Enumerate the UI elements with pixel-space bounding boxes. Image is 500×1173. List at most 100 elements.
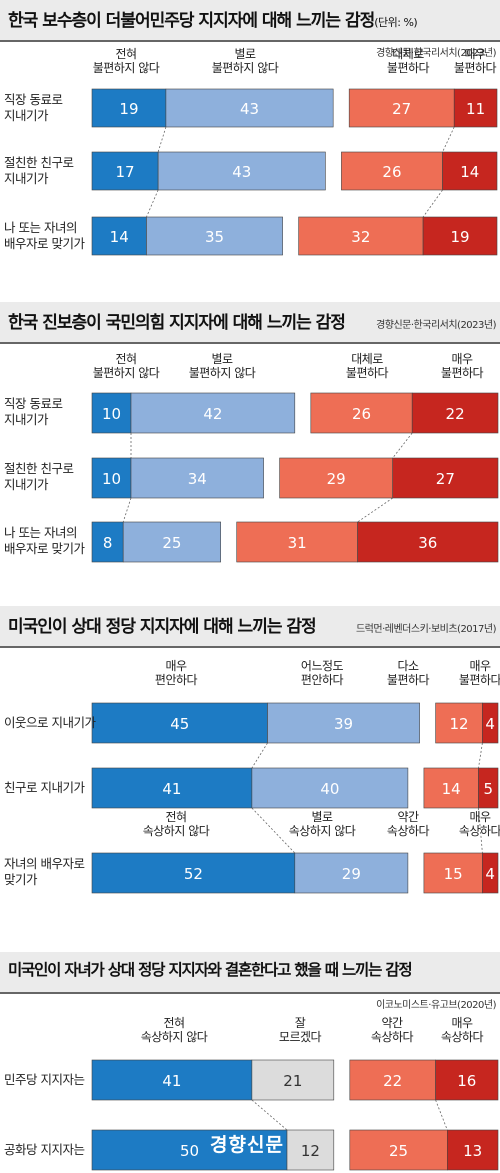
category-label: 매우 속상하다 xyxy=(440,1016,484,1044)
bar-segment xyxy=(411,392,499,434)
bar-segment xyxy=(435,1059,499,1101)
row-label: 직장 동료로 지내기가 xyxy=(4,92,63,123)
connector-line xyxy=(392,432,413,459)
category-label: 전혀 속상하지 않다 xyxy=(140,1016,208,1044)
bar-segment xyxy=(423,767,479,809)
bar-segment xyxy=(349,1129,448,1171)
connector-line xyxy=(478,807,483,854)
bar-segment xyxy=(446,1129,499,1171)
bar-segment xyxy=(157,151,326,191)
bar-value-label: 41 xyxy=(162,1072,181,1090)
bar-value-label: 10 xyxy=(102,470,121,488)
connector-line xyxy=(251,742,268,769)
bar-value-label: 29 xyxy=(342,865,361,883)
bar-value-label: 45 xyxy=(170,715,189,733)
bar-segment xyxy=(130,392,296,434)
bar-value-label: 14 xyxy=(460,163,479,181)
bar-value-label: 35 xyxy=(205,228,224,246)
bar-segment xyxy=(91,702,268,744)
bar-value-label: 22 xyxy=(383,1072,402,1090)
bar-value-label: 19 xyxy=(450,228,469,246)
bar-segment xyxy=(442,151,498,191)
bar-value-label: 10 xyxy=(102,405,121,423)
connector-line xyxy=(442,126,455,153)
bar-segment xyxy=(435,702,483,744)
bar-segment xyxy=(91,457,132,499)
bar-value-label: 36 xyxy=(418,534,437,552)
category-label: 매우 불편하다 xyxy=(440,352,484,380)
bar-value-label: 31 xyxy=(288,534,307,552)
bar-segment xyxy=(251,767,409,809)
bar-segment xyxy=(236,521,358,563)
bar-value-label: 25 xyxy=(162,534,181,552)
row-label: 친구로 지내기가 xyxy=(4,780,85,795)
bar-value-label: 14 xyxy=(442,780,461,798)
bar-value-label: 52 xyxy=(184,865,203,883)
bar-segment xyxy=(478,767,499,809)
category-label: 별로 속상하지 않다 xyxy=(288,810,356,838)
panel-header: 미국인이 자녀가 상대 정당 지지자와 결혼한다고 했을 때 느끼는 감정 xyxy=(0,952,500,994)
bar-segment xyxy=(298,216,424,256)
bar-segment xyxy=(165,88,334,128)
category-label: 매우 불편하다 xyxy=(453,47,497,75)
bar-value-label: 40 xyxy=(320,780,339,798)
connector-line xyxy=(146,189,159,218)
chart-title: 미국인이 상대 정당 지지자에 대해 느끼는 감정 xyxy=(8,617,317,637)
bar-segment xyxy=(130,457,264,499)
panel-header: 한국 진보층이 국민의힘 지지자에 대해 느끼는 감정 경향신문·한국리서치(2… xyxy=(0,302,500,344)
bar-value-label: 8 xyxy=(103,534,113,552)
bar-segment xyxy=(286,1129,335,1171)
row-label: 절친한 친구로 지내기가 xyxy=(4,461,74,492)
category-label: 매우 편안하다 xyxy=(154,659,198,687)
connector-line xyxy=(122,497,132,523)
chart-panel-2: 한국 진보층이 국민의힘 지지자에 대해 느끼는 감정 경향신문·한국리서치(2… xyxy=(0,302,500,592)
row-label: 나 또는 자녀의 배우자로 맞기가 xyxy=(4,220,85,251)
bar-value-label: 12 xyxy=(301,1142,320,1160)
row-label: 이웃으로 지내기가 xyxy=(4,715,96,730)
chart-title: 한국 진보층이 국민의힘 지지자에 대해 느끼는 감정 xyxy=(8,313,346,333)
watermark-logo: 경향신문 xyxy=(210,1134,284,1156)
bar-segment xyxy=(91,852,296,894)
bar-value-label: 27 xyxy=(392,100,411,118)
bar-value-label: 43 xyxy=(232,163,251,181)
row-label: 절친한 친구로 지내기가 xyxy=(4,155,74,186)
bar-value-label: 12 xyxy=(449,715,468,733)
bar-value-label: 19 xyxy=(119,100,138,118)
bar-value-label: 5 xyxy=(483,780,493,798)
category-label: 어느정도 편안하다 xyxy=(300,659,344,687)
category-label: 별로 불편하지 않다 xyxy=(188,352,256,380)
bar-value-label: 21 xyxy=(283,1072,302,1090)
bar-segment xyxy=(423,852,483,894)
chart-source: 경향신문·한국리서치(2023년) xyxy=(376,48,496,59)
category-label: 전혀 불편하지 않다 xyxy=(92,352,160,380)
bar-segment xyxy=(122,521,221,563)
bar-segment xyxy=(453,88,498,128)
bar-segment xyxy=(267,702,420,744)
bar-segment xyxy=(146,216,283,256)
connector-line xyxy=(357,497,393,523)
chart-title: 미국인이 자녀가 상대 정당 지지자와 결혼한다고 했을 때 느끼는 감정 xyxy=(8,961,413,979)
bar-value-label: 14 xyxy=(110,228,129,246)
bar-segment xyxy=(91,767,253,809)
bar-value-label: 26 xyxy=(382,163,401,181)
bar-value-label: 16 xyxy=(457,1072,476,1090)
bar-value-label: 50 xyxy=(180,1142,199,1160)
category-label: 별로 불편하지 않다 xyxy=(211,47,279,75)
bar-segment xyxy=(251,1059,335,1101)
bar-value-label: 4 xyxy=(485,715,495,733)
bar-value-label: 17 xyxy=(116,163,135,181)
bar-value-label: 32 xyxy=(351,228,370,246)
chart-panel-3: 미국인이 상대 정당 지지자에 대해 느끼는 감정 드럭먼·레벤더스키·보비츠(… xyxy=(0,606,500,926)
bar-segment xyxy=(310,392,413,434)
bar-segment xyxy=(392,457,499,499)
bar-segment xyxy=(294,852,409,894)
bar-segment xyxy=(91,1059,253,1101)
bar-segment xyxy=(482,852,499,894)
category-label: 잘 모르겠다 xyxy=(278,1016,322,1044)
connector-line xyxy=(157,126,167,153)
bar-value-label: 42 xyxy=(203,405,222,423)
connector-line xyxy=(435,1099,448,1131)
